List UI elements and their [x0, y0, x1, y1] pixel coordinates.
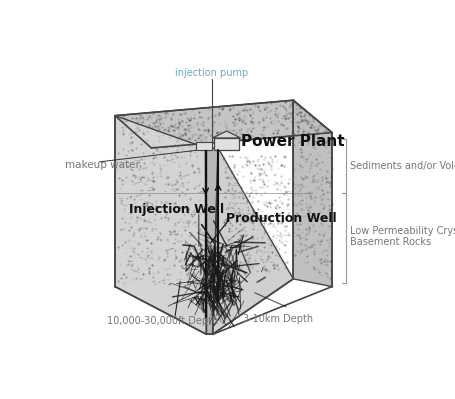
- Polygon shape: [206, 148, 218, 334]
- Text: Low Permeability Crystalline
Basement Rocks: Low Permeability Crystalline Basement Ro…: [350, 226, 455, 247]
- Text: Injection Well: Injection Well: [129, 203, 224, 216]
- Text: 10,000-30,000ft Depth: 10,000-30,000ft Depth: [107, 316, 218, 326]
- Polygon shape: [115, 100, 332, 148]
- Text: Power Plant: Power Plant: [241, 134, 345, 149]
- Polygon shape: [293, 100, 332, 286]
- Text: injection pump: injection pump: [175, 68, 248, 78]
- Polygon shape: [212, 148, 293, 334]
- Text: 3-10km Depth: 3-10km Depth: [243, 314, 313, 324]
- Polygon shape: [115, 116, 207, 334]
- Text: makeup water: makeup water: [65, 160, 140, 170]
- Text: Production Well: Production Well: [226, 212, 336, 225]
- Polygon shape: [212, 131, 241, 138]
- Polygon shape: [214, 138, 239, 150]
- Polygon shape: [197, 142, 212, 150]
- Text: Sediments and/or Volcanics: Sediments and/or Volcanics: [350, 161, 455, 171]
